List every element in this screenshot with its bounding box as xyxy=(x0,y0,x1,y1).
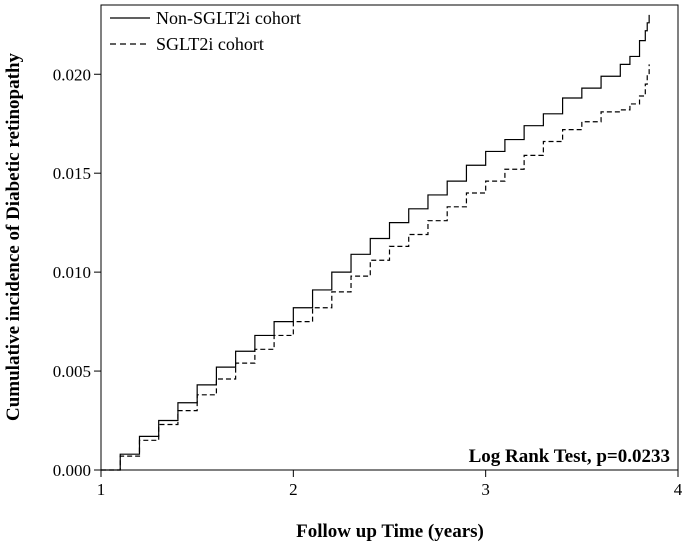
x-axis-title: Follow up Time (years) xyxy=(296,521,484,542)
plot-frame xyxy=(100,4,679,471)
x-tick-label: 3 xyxy=(481,480,490,499)
y-tick-label: 0.020 xyxy=(53,65,91,84)
y-tick-label: 0.000 xyxy=(53,461,91,480)
y-tick-label: 0.015 xyxy=(53,164,91,183)
log-rank-annotation: Log Rank Test, p=0.0233 xyxy=(469,446,670,467)
legend: Non-SGLT2i cohort SGLT2i cohort xyxy=(110,8,301,54)
legend-label-sglt2i: SGLT2i cohort xyxy=(156,34,264,54)
x-tick-label: 4 xyxy=(674,480,683,499)
y-axis-ticks: 0.000 0.005 0.010 0.015 0.020 xyxy=(53,65,101,480)
legend-label-non-sglt2i: Non-SGLT2i cohort xyxy=(156,8,301,28)
x-tick-label: 1 xyxy=(97,480,106,499)
x-tick-label: 2 xyxy=(289,480,298,499)
series-line-non-sglt2i xyxy=(101,14,650,471)
x-axis-ticks: 1 2 3 4 xyxy=(97,470,683,499)
y-tick-label: 0.005 xyxy=(53,362,91,381)
y-tick-label: 0.010 xyxy=(53,263,91,282)
series-line-sglt2i xyxy=(101,64,650,471)
y-axis-title: Cumulative incidence of Diabetic retinop… xyxy=(3,52,24,421)
series-layer xyxy=(101,14,650,471)
